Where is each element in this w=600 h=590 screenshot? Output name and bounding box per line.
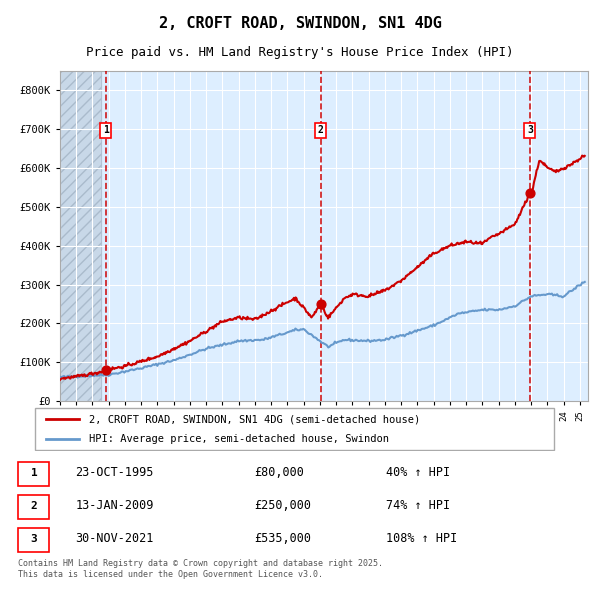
Text: 23-OCT-1995: 23-OCT-1995: [76, 466, 154, 480]
Text: £535,000: £535,000: [254, 532, 311, 546]
Text: 1: 1: [103, 125, 109, 135]
FancyBboxPatch shape: [35, 408, 554, 451]
FancyBboxPatch shape: [18, 527, 49, 552]
Bar: [60, 71, 101, 401]
Text: HPI: Average price, semi-detached house, Swindon: HPI: Average price, semi-detached house,…: [89, 434, 389, 444]
FancyBboxPatch shape: [18, 461, 49, 486]
Text: 2: 2: [31, 501, 37, 511]
Text: 40% ↑ HPI: 40% ↑ HPI: [386, 466, 451, 480]
Text: 2: 2: [317, 125, 323, 135]
Text: £80,000: £80,000: [254, 466, 304, 480]
Text: Price paid vs. HM Land Registry's House Price Index (HPI): Price paid vs. HM Land Registry's House …: [86, 46, 514, 59]
Text: £250,000: £250,000: [254, 499, 311, 513]
FancyBboxPatch shape: [18, 494, 49, 519]
Text: 74% ↑ HPI: 74% ↑ HPI: [386, 499, 451, 513]
Text: 30-NOV-2021: 30-NOV-2021: [76, 532, 154, 546]
Text: 1: 1: [31, 468, 37, 478]
Text: Contains HM Land Registry data © Crown copyright and database right 2025.
This d: Contains HM Land Registry data © Crown c…: [18, 559, 383, 579]
Text: 2, CROFT ROAD, SWINDON, SN1 4DG: 2, CROFT ROAD, SWINDON, SN1 4DG: [158, 15, 442, 31]
Text: 3: 3: [527, 125, 533, 135]
Point: [316, 299, 325, 309]
Bar: [60, 71, 101, 401]
Point: [525, 189, 535, 198]
Text: 2, CROFT ROAD, SWINDON, SN1 4DG (semi-detached house): 2, CROFT ROAD, SWINDON, SN1 4DG (semi-de…: [89, 415, 421, 424]
Point: [101, 365, 110, 375]
Text: 108% ↑ HPI: 108% ↑ HPI: [386, 532, 458, 546]
Text: 3: 3: [31, 534, 37, 544]
Text: 13-JAN-2009: 13-JAN-2009: [76, 499, 154, 513]
